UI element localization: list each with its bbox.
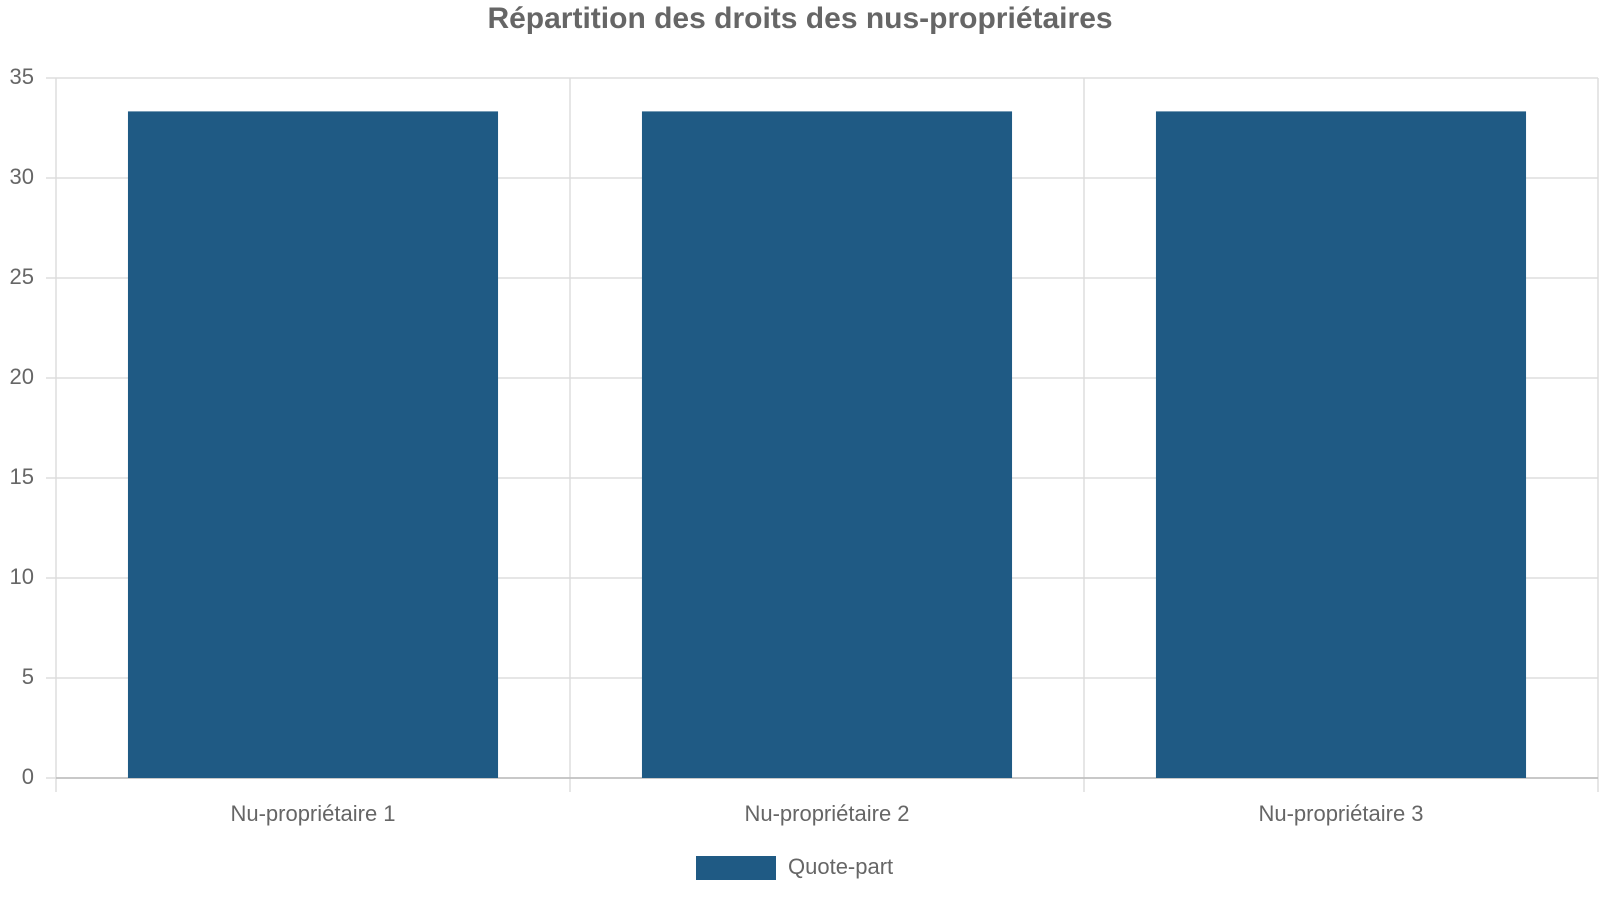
y-tick-label: 10 bbox=[10, 564, 34, 589]
y-tick-label: 20 bbox=[10, 364, 34, 389]
y-tick-label: 25 bbox=[10, 264, 34, 289]
y-tick-label: 0 bbox=[22, 764, 34, 789]
bar bbox=[641, 111, 1013, 778]
x-tick-label: Nu-propriétaire 1 bbox=[230, 801, 395, 826]
bar bbox=[1155, 111, 1527, 778]
y-tick-label: 35 bbox=[10, 64, 34, 89]
legend-swatch bbox=[696, 856, 776, 880]
x-tick-label: Nu-propriétaire 2 bbox=[744, 801, 909, 826]
x-tick-label: Nu-propriétaire 3 bbox=[1258, 801, 1423, 826]
bar bbox=[127, 111, 499, 778]
y-tick-label: 5 bbox=[22, 664, 34, 689]
legend-label: Quote-part bbox=[788, 854, 893, 879]
y-tick-label: 15 bbox=[10, 464, 34, 489]
chart-title: Répartition des droits des nus-propriéta… bbox=[487, 2, 1112, 35]
y-tick-label: 30 bbox=[10, 164, 34, 189]
